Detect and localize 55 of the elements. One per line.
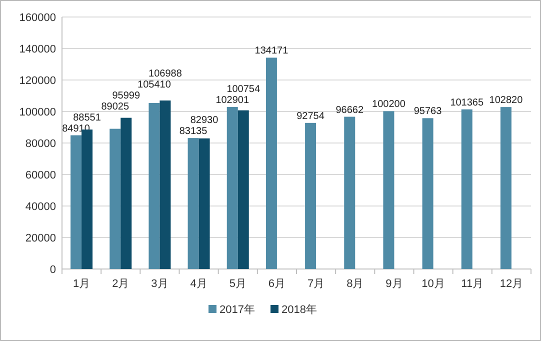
y-tick-label: 80000 (25, 138, 56, 150)
bar (422, 118, 434, 269)
x-tick-label: 2月 (112, 278, 130, 290)
bar (70, 135, 82, 269)
data-label: 95763 (414, 106, 442, 118)
x-tick-label: 6月 (268, 278, 286, 290)
x-tick-label: 10月 (422, 278, 445, 290)
bar (383, 111, 394, 269)
data-label: 82930 (190, 115, 219, 126)
data-label: 101365 (450, 97, 484, 108)
x-tick-label: 8月 (346, 278, 364, 290)
bar (120, 118, 132, 269)
data-label: 106988 (148, 68, 182, 80)
bar (226, 106, 238, 269)
x-tick-label: 3月 (151, 278, 168, 290)
x-tick-label: 1月 (72, 278, 90, 290)
data-label: 100200 (372, 99, 406, 110)
data-label: 105410 (138, 79, 172, 90)
x-tick-label: 4月 (190, 278, 208, 290)
data-label: 100754 (226, 84, 260, 95)
bar (110, 128, 121, 269)
bar (198, 138, 210, 269)
data-label: 88551 (73, 112, 102, 124)
y-tick-label: 0 (50, 264, 56, 276)
x-tick-label: 5月 (229, 278, 246, 290)
bar (461, 109, 472, 269)
bar (238, 110, 249, 269)
bar (344, 116, 356, 269)
data-label: 92754 (296, 110, 325, 122)
legend-label: 2017年 (220, 304, 255, 316)
bar (148, 102, 160, 269)
bar (160, 100, 171, 269)
data-label: 96662 (336, 104, 364, 116)
y-tick-label: 140000 (19, 44, 56, 56)
bar (188, 138, 199, 269)
bar (305, 122, 316, 269)
y-tick-label: 160000 (19, 12, 56, 24)
y-tick-label: 120000 (19, 75, 56, 87)
x-tick-label: 9月 (386, 278, 403, 290)
y-tick-label: 20000 (25, 232, 56, 244)
y-tick-label: 60000 (25, 170, 56, 182)
legend-label: 2018年 (282, 304, 317, 316)
bar (266, 58, 277, 269)
y-tick-label: 40000 (25, 201, 56, 213)
data-label: 89025 (101, 101, 130, 112)
data-label: 134171 (254, 46, 289, 57)
x-tick-label: 11月 (461, 278, 484, 290)
x-tick-label: 12月 (500, 278, 524, 290)
x-tick-label: 7月 (307, 278, 325, 290)
bar (500, 107, 512, 269)
data-label: 102820 (489, 95, 524, 106)
y-tick-label: 100000 (19, 106, 56, 118)
data-label: 95999 (112, 90, 140, 102)
data-label: 83135 (179, 126, 208, 138)
data-label: 102901 (216, 94, 250, 106)
